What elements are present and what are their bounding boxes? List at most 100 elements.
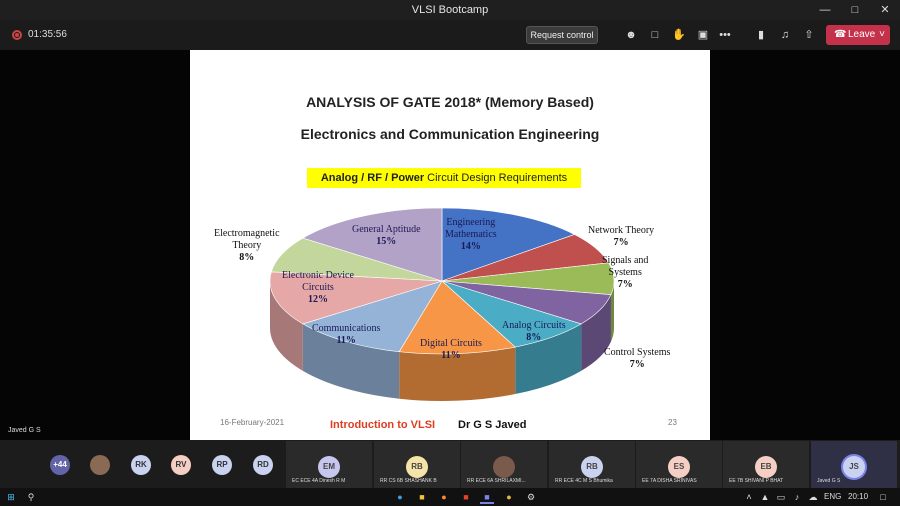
pie-label-text: Engineering [446,217,496,228]
request-control-button[interactable]: Request control [526,26,598,44]
camera-off-icon[interactable]: ▮ [757,29,765,41]
notifications-icon[interactable]: □ [880,492,886,502]
pie-label-value: 12% [307,294,328,305]
meeting-toolbar: 01:35:56 Request control ☻ □ ✋ ▣ ••• ▮ ♫… [0,20,900,50]
participant-name: RR ECE 6A SHRILAXMI... [467,478,526,484]
participant-name: EC ECE 4A Dinesh R M [292,478,346,484]
pie-slice-9 [302,207,443,282]
participant-name: EE 7A DISHA SRINIVAS [642,478,697,484]
pie-label-2: Signals and Systems 7% [602,255,648,291]
pie-chart [269,207,615,402]
pie-slice-6 [302,280,443,353]
settings-icon[interactable]: ⚙ [526,492,536,502]
teams-icon[interactable]: ■ [480,490,494,504]
close-icon[interactable]: ✕ [880,4,890,16]
pie-label-value: 8% [526,332,542,343]
pie-label-text: Circuits [302,282,334,293]
participant-avatar: EM [318,456,340,478]
participant-avatar: ES [668,456,690,478]
participant-name: EE 7B SHIVANI P BHAT [729,478,784,484]
slide-footer-course: Introduction to VLSI [330,419,436,431]
minimize-icon[interactable]: — [819,4,831,16]
pie-label-text: Communications [312,323,381,334]
network-icon[interactable]: ▲ [760,492,770,502]
participant-avatar[interactable]: RP [212,455,232,475]
raise-hand-icon[interactable]: ✋ [672,29,686,41]
pie-label-9: General Aptitude 15% [352,224,421,248]
maximize-icon[interactable]: □ [851,4,859,16]
pie-side-3 [581,294,611,371]
participant-name: RR ECE 4C M S Bhumika [555,478,613,484]
pie-label-text: Signals and [602,255,649,266]
rooms-icon[interactable]: ▣ [697,29,709,41]
pie-slice-0 [441,207,576,282]
pie-label-6: Communications 11% [312,323,380,347]
pie-label-8: Electromagnetic Theory 8% [214,228,280,264]
pie-label-value: 8% [239,252,255,263]
search-icon[interactable]: ⚲ [27,492,35,502]
windows-taskbar: ⊞ ⚲ ● ■ ● ■ ■ ● ⚙ ˄ ▲ ▭ ♪ ☁ ENG 20:10 □ [0,488,900,506]
participant-photo [493,456,515,478]
pie-side-2 [610,281,614,342]
pie-side-6 [302,323,400,399]
pie-side-5 [399,347,516,402]
pie-label-value: 14% [460,241,481,252]
pie-label-text: Analog Circuits [502,320,566,331]
participant-avatar[interactable]: RK [131,455,151,475]
office-icon[interactable]: ■ [463,492,469,502]
pie-label-text: Electronic Device [282,270,354,281]
file-explorer-icon[interactable]: ■ [419,492,425,502]
participant-name: RR CS 6B SHASHANK B [380,478,437,484]
windows-start-icon[interactable]: ⊞ [7,492,15,502]
participant-avatar[interactable]: RV [171,455,191,475]
chat-icon[interactable]: □ [651,29,659,41]
title-bar: VLSI Bootcamp — □ ✕ [0,0,900,20]
share-screen-icon[interactable]: ⇧ [804,29,814,41]
pie-label-0: Engineering Mathematics 14% [445,217,497,253]
participant-avatar[interactable]: RD [253,455,273,475]
participant-photo[interactable] [90,455,110,475]
edge-icon[interactable]: ● [397,492,403,502]
pie-label-text: Mathematics [445,229,497,240]
pie-label-3: Control Systems 7% [604,347,670,371]
window-title: VLSI Bootcamp [411,4,489,16]
pie-label-value: 7% [629,359,645,370]
highlight-bold: Analog / RF / Power [320,172,425,184]
onedrive-icon[interactable]: ☁ [808,492,818,502]
mic-off-icon[interactable]: ♫ [780,29,790,41]
participant-avatar: JS [843,456,865,478]
pie-label-text: Digital Circuits [420,338,482,349]
pie-label-text: Theory [232,240,262,251]
slide-title: ANALYSIS OF GATE 2018* (Memory Based) [306,94,594,110]
pie-slice-7 [269,271,443,325]
pie-label-value: 7% [613,237,629,248]
pie-label-5: Digital Circuits 11% [420,338,482,362]
slide-date: 16-February-2021 [220,418,285,427]
leave-label: Leave [848,29,876,40]
pie-label-text: Control Systems [604,347,671,358]
pie-slice-5 [398,280,516,355]
participants-icon[interactable]: ☻ [625,29,637,41]
phone-icon: ☎ [834,29,847,40]
chrome-icon[interactable]: ● [506,492,512,502]
pie-label-text: Electromagnetic [214,228,280,239]
participant-avatar: RB [581,456,603,478]
tray-chevron-icon[interactable]: ˄ [746,492,752,502]
taskbar-clock[interactable]: 20:10 [848,492,869,501]
participant-avatar: EB [755,456,777,478]
highlight-banner: Analog / RF / Power Circuit Design Requi… [307,168,581,188]
pie-side-4 [515,323,582,395]
battery-icon[interactable]: ▭ [776,492,786,502]
pie-label-value: 7% [617,279,633,290]
pie-label-1: Network Theory 7% [588,225,654,249]
keyboard-language[interactable]: ENG [824,492,842,501]
firefox-icon[interactable]: ● [441,492,447,502]
pie-label-7: Electronic Device Circuits 12% [282,270,354,306]
volume-icon[interactable]: ♪ [794,492,800,502]
slide-page-number: 23 [668,418,677,427]
overflow-participants-button[interactable]: +44 [50,455,70,475]
presentation-slide: ANALYSIS OF GATE 2018* (Memory Based) El… [190,50,710,440]
chevron-down-icon[interactable]: ˅ [879,29,885,40]
more-options-icon[interactable]: ••• [719,29,731,41]
leave-button[interactable]: ☎ Leave ˅ [826,25,890,45]
